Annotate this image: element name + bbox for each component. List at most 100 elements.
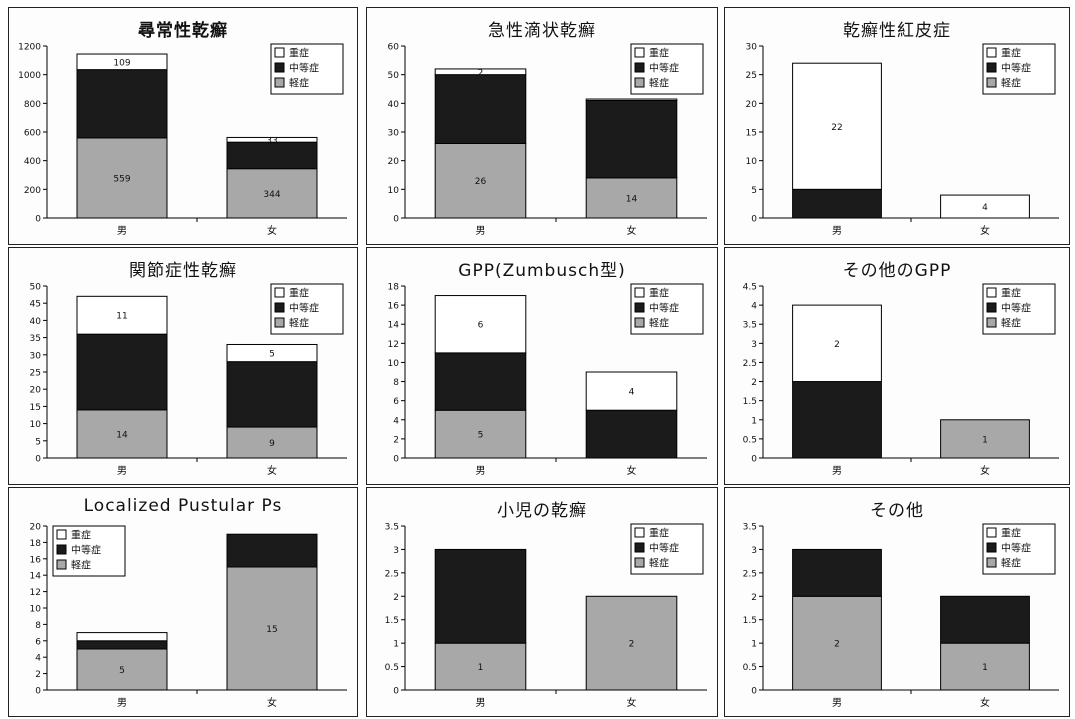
legend-label: 中等症: [1001, 62, 1031, 75]
x-tick-label: 女: [627, 224, 637, 237]
legend-swatch: [634, 302, 645, 313]
legend-swatch: [634, 527, 645, 538]
bar-segment: [76, 69, 168, 139]
legend-label: 軽症: [1001, 557, 1021, 570]
bar-segment: [226, 566, 318, 691]
bar-segment: [792, 381, 882, 459]
data-label: 33: [266, 136, 277, 146]
y-tick-label: 6: [393, 397, 399, 407]
y-tick-label: 12: [30, 588, 41, 598]
legend-swatch: [986, 77, 997, 88]
x-tick-label: 男: [832, 465, 842, 477]
y-tick-label: 18: [30, 539, 42, 549]
legend-label: 中等症: [289, 302, 319, 315]
bar-segment: [792, 304, 882, 383]
y-tick-label: 20: [746, 100, 758, 110]
y-tick-label: 50: [30, 283, 42, 293]
y-tick-label: 8: [35, 621, 41, 631]
y-tick-label: 5: [35, 437, 41, 447]
legend-swatch: [986, 557, 997, 568]
y-tick-label: 16: [30, 555, 42, 565]
y-tick-label: 40: [388, 100, 400, 110]
data-label: 2: [834, 640, 840, 650]
legend-swatch: [274, 77, 285, 88]
y-tick-label: 0: [35, 215, 41, 225]
legend-label: 重症: [1001, 527, 1021, 540]
bar-segment: [792, 595, 882, 691]
y-tick-label: 0: [35, 455, 41, 465]
y-tick-label: 20: [388, 157, 400, 167]
legend-swatch: [274, 317, 285, 328]
y-tick-label: 18: [388, 283, 400, 293]
legend-swatch: [56, 529, 67, 540]
y-tick-label: 1200: [18, 43, 41, 53]
legend-label: 軽症: [289, 317, 309, 330]
legend-swatch: [56, 544, 67, 555]
legend-swatch: [634, 62, 645, 73]
legend-label: 重症: [1001, 287, 1021, 300]
bar-segment: [434, 74, 527, 144]
legend-label: 中等症: [1001, 302, 1031, 315]
data-label: 6: [478, 321, 484, 331]
y-tick-label: 14: [388, 321, 400, 331]
y-tick-label: 20: [30, 523, 42, 533]
y-tick-label: 2: [393, 593, 399, 603]
y-tick-label: 1.5: [385, 616, 399, 626]
y-tick-label: 1: [751, 416, 757, 426]
y-tick-label: 3: [393, 546, 399, 556]
y-tick-label: 800: [24, 100, 41, 110]
x-tick-label: 男: [476, 697, 486, 709]
y-tick-label: 2: [393, 435, 399, 445]
legend-label: 中等症: [71, 544, 101, 557]
bar-segment: [585, 99, 678, 179]
y-tick-label: 2: [35, 670, 41, 680]
x-tick-label: 男: [117, 465, 127, 477]
y-tick-label: 2: [751, 378, 757, 388]
x-tick-label: 女: [267, 464, 277, 477]
data-label: 559: [113, 174, 130, 184]
y-tick-label: 1.5: [743, 397, 757, 407]
chart-title: 乾癬性紅皮症: [843, 21, 951, 41]
y-tick-label: 200: [24, 186, 41, 196]
bar-segment: [792, 548, 882, 597]
legend-swatch: [986, 47, 997, 58]
data-label: 1: [982, 435, 988, 445]
legend-label: 中等症: [289, 62, 319, 75]
legend-label: 重症: [289, 47, 309, 60]
chart-title: 急性滴状乾癬: [488, 21, 596, 41]
chart-panel: Localized Pustular Ps 0 2 4 6 8 10 12 14 16 18 20 5 男…: [8, 487, 358, 717]
legend-swatch: [986, 542, 997, 553]
data-label: 5: [478, 431, 484, 441]
bar-segment: [226, 136, 318, 143]
y-tick-label: 2.5: [743, 359, 757, 369]
data-label: 5: [269, 350, 275, 360]
y-tick-label: 1: [751, 640, 757, 650]
x-tick-label: 女: [267, 696, 277, 709]
bar-segment: [940, 194, 1030, 219]
legend-label: 重症: [289, 287, 309, 300]
bar-segment: [792, 188, 882, 219]
bar-segment: [226, 533, 318, 568]
y-tick-label: 3.5: [385, 523, 399, 533]
y-tick-label: 0: [751, 455, 757, 465]
y-tick-label: 10: [388, 359, 400, 369]
bar-segment: [585, 177, 678, 219]
y-tick-label: 15: [746, 129, 757, 139]
bar-segment: [434, 352, 527, 411]
data-label: 344: [263, 190, 280, 200]
chart-title: Localized Pustular Ps: [83, 496, 283, 516]
y-tick-label: 16: [388, 302, 400, 312]
legend-swatch: [274, 287, 285, 298]
legend-swatch: [56, 559, 67, 570]
data-label: 2: [629, 640, 635, 650]
bar-segment: [434, 295, 527, 354]
legend-swatch: [986, 302, 997, 313]
bar-segment: [434, 142, 527, 219]
y-tick-label: 0.5: [385, 663, 399, 673]
chart-panel: 尋常性乾癬 0 200 400 600 800 1000 1200 559 109 男 344 33 女 重…: [8, 7, 358, 245]
data-label: 14: [116, 430, 128, 440]
